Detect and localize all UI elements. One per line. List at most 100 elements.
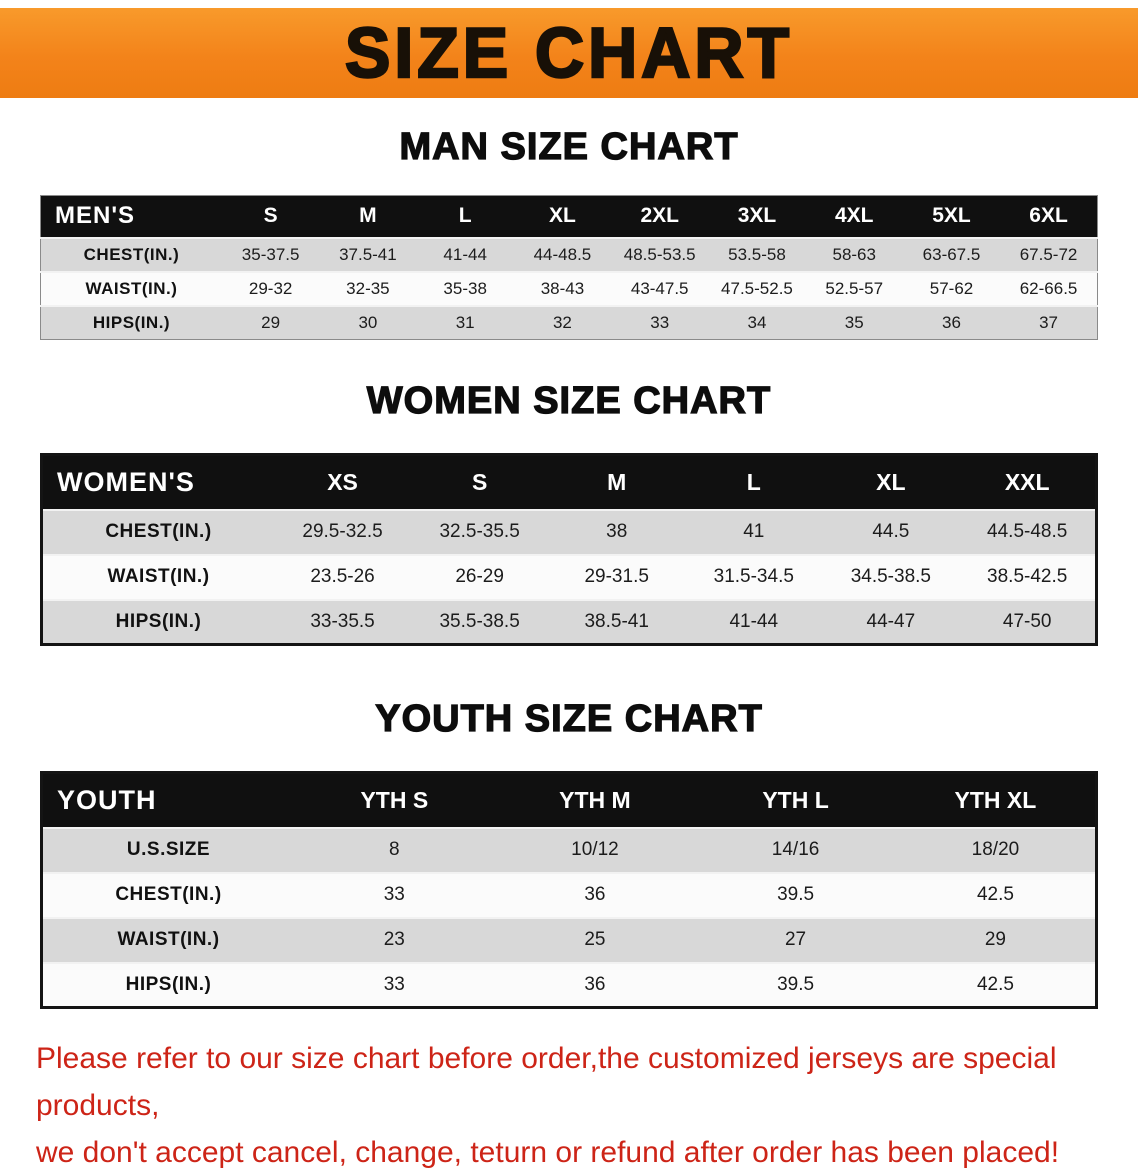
table-row: HIPS(IN.) 33-35.5 35.5-38.5 38.5-41 41-44 44-…	[41, 599, 1097, 645]
youth-size-section: YOUTH SIZE CHART YOUTH YTH S YTH M YTH L YTH…	[0, 697, 1138, 1009]
row-label: HIPS(IN.)	[115, 610, 202, 632]
row-label: HIPS(IN.)	[92, 312, 171, 332]
size-table: WOMEN'S XS S M L XL XXL CHEST(IN.) 29.5-32.5 32.5…	[40, 453, 1098, 646]
table-row: CHEST(IN.) 33 36 39.5 42.5	[41, 872, 1097, 918]
size-header-cell: YTH XL	[954, 786, 1037, 813]
size-header-cell: M	[359, 204, 377, 228]
size-value-cell: 39.5	[777, 973, 815, 995]
size-value-cell: 32.5-35.5	[439, 521, 520, 542]
size-header-cell: L	[746, 468, 761, 495]
size-header-cell: S	[263, 204, 278, 228]
size-value-cell: 36	[584, 973, 606, 995]
size-value-cell: 35-37.5	[241, 244, 300, 264]
size-value-cell: 42.5	[976, 884, 1014, 905]
row-label: CHEST(IN.)	[83, 244, 180, 264]
womens-size-table: WOMEN'S XS S M L XL XXL CHEST(IN.) 29.5-32.5 32.5…	[40, 453, 1098, 646]
size-value-cell: 31.5-34.5	[713, 566, 794, 587]
size-value-cell: 44-47	[866, 610, 916, 632]
size-table: YOUTH YTH S YTH M YTH L YTH XL U.S.SIZE 8 10/12…	[40, 771, 1098, 1009]
size-value-cell: 34	[747, 312, 767, 332]
disclaimer-text: Please refer to our size chart before or…	[36, 1035, 1118, 1176]
size-value-cell: 8	[389, 839, 400, 860]
table-title-cell: YOUTH	[57, 784, 157, 815]
size-header-cell: YTH L	[762, 786, 829, 813]
size-table: MEN'S S M L XL 2XL 3XL 4XL 5XL 6XL CHEST(IN.) 35-37…	[40, 195, 1098, 340]
size-header-cell: XXL	[1004, 468, 1050, 495]
size-value-cell: 36	[942, 312, 961, 332]
size-value-cell: 36	[584, 884, 606, 905]
size-header-cell: XL	[876, 468, 906, 495]
size-value-cell: 38-43	[540, 278, 585, 298]
size-value-cell: 31	[455, 312, 475, 332]
size-value-cell: 62-66.5	[1019, 278, 1078, 298]
size-value-cell: 53.5-58	[728, 244, 786, 264]
size-value-cell: 33-35.5	[310, 610, 375, 632]
size-value-cell: 33	[650, 312, 670, 332]
size-value-cell: 32-35	[346, 278, 390, 298]
size-value-cell: 58-63	[832, 244, 876, 264]
disclaimer-line-1: Please refer to our size chart before or…	[36, 1042, 1057, 1122]
table-row: WAIST(IN.) 23.5-26 26-29 29-31.5 31.5-34.5 34…	[41, 554, 1097, 600]
size-value-cell: 39.5	[777, 884, 815, 905]
women-size-chart-heading: WOMEN SIZE CHART	[366, 379, 772, 422]
row-label: WAIST(IN.)	[107, 566, 210, 587]
row-label: WAIST(IN.)	[117, 929, 220, 950]
size-value-cell: 44.5-48.5	[987, 521, 1068, 542]
row-label: WAIST(IN.)	[85, 278, 178, 298]
size-value-cell: 63-67.5	[922, 244, 981, 264]
size-value-cell: 23.5-26	[310, 566, 375, 587]
size-value-cell: 34.5-38.5	[850, 566, 931, 587]
size-value-cell: 33	[383, 884, 405, 905]
size-header-cell: YTH M	[559, 786, 631, 813]
size-value-cell: 57-62	[929, 278, 974, 298]
youth-size-table: YOUTH YTH S YTH M YTH L YTH XL U.S.SIZE 8 10/12…	[40, 771, 1098, 1009]
size-value-cell: 33	[383, 973, 405, 995]
size-value-cell: 41-44	[443, 244, 487, 264]
table-row: WAIST(IN.) 23 25 27 29	[41, 917, 1097, 963]
table-row: WAIST(IN.) 29-32 32-35 35-38 38-43 43-47.5 47.…	[40, 271, 1098, 306]
table-row: CHEST(IN.) 29.5-32.5 32.5-35.5 38 41 44.5 44.5…	[41, 509, 1097, 555]
size-header-cell: 6XL	[1029, 204, 1068, 228]
size-value-cell: 25	[584, 929, 606, 950]
size-header-cell: M	[607, 468, 627, 495]
size-value-cell: 14/16	[771, 839, 820, 860]
size-value-cell: 44.5	[872, 521, 910, 542]
size-value-cell: 29.5-32.5	[302, 521, 383, 542]
mens-size-table: MEN'S S M L XL 2XL 3XL 4XL 5XL 6XL CHEST(IN.) 35-37…	[40, 195, 1098, 340]
size-header-cell: S	[471, 468, 488, 495]
table-title-cell: WOMEN'S	[57, 466, 195, 497]
table-row: HIPS(IN.) 33 36 39.5 42.5	[41, 962, 1097, 1008]
size-value-cell: 47-50	[1002, 610, 1052, 632]
size-value-cell: 48.5-53.5	[623, 244, 696, 264]
size-value-cell: 67.5-72	[1019, 244, 1078, 264]
size-value-cell: 27	[784, 929, 807, 950]
table-row: U.S.SIZE 8 10/12 14/16 18/20	[41, 827, 1097, 873]
youth-size-chart-heading: YOUTH SIZE CHART	[375, 697, 763, 740]
size-chart-banner: SIZE CHART	[0, 8, 1138, 98]
table-title-cell: MEN'S	[55, 202, 136, 230]
size-value-cell: 10/12	[571, 839, 619, 860]
size-value-cell: 38.5-42.5	[987, 566, 1068, 587]
size-header-cell: 4XL	[834, 204, 874, 228]
row-label: CHEST(IN.)	[115, 884, 222, 905]
size-value-cell: 29	[261, 312, 281, 332]
size-value-cell: 38.5-41	[584, 610, 649, 632]
size-chart-title: SIZE CHART	[344, 13, 793, 93]
size-header-cell: 2XL	[640, 204, 679, 228]
size-value-cell: 41-44	[729, 610, 779, 632]
size-header-cell: L	[458, 204, 472, 228]
size-value-cell: 44-48.5	[533, 244, 592, 264]
size-header-cell: YTH S	[360, 786, 429, 813]
table-row: CHEST(IN.) 35-37.5 37.5-41 41-44 44-48.5 48.5…	[40, 237, 1098, 272]
disclaimer-line-2: we don't accept cancel, change, teturn o…	[36, 1136, 1060, 1169]
size-value-cell: 37.5-41	[339, 244, 397, 264]
size-header-cell: XS	[327, 468, 358, 495]
size-value-cell: 26-29	[455, 566, 504, 587]
row-label: CHEST(IN.)	[105, 521, 212, 542]
row-label: HIPS(IN.)	[125, 973, 212, 995]
table-header-row: MEN'S S M L XL 2XL 3XL 4XL 5XL 6XL	[40, 195, 1098, 238]
size-value-cell: 29-32	[248, 278, 293, 298]
man-size-chart-heading: MAN SIZE CHART	[399, 125, 739, 168]
man-size-section: MAN SIZE CHART MEN'S S M L XL 2XL 3XL 4XL 5XL 6XL…	[0, 125, 1138, 340]
size-value-cell: 42.5	[976, 973, 1014, 995]
